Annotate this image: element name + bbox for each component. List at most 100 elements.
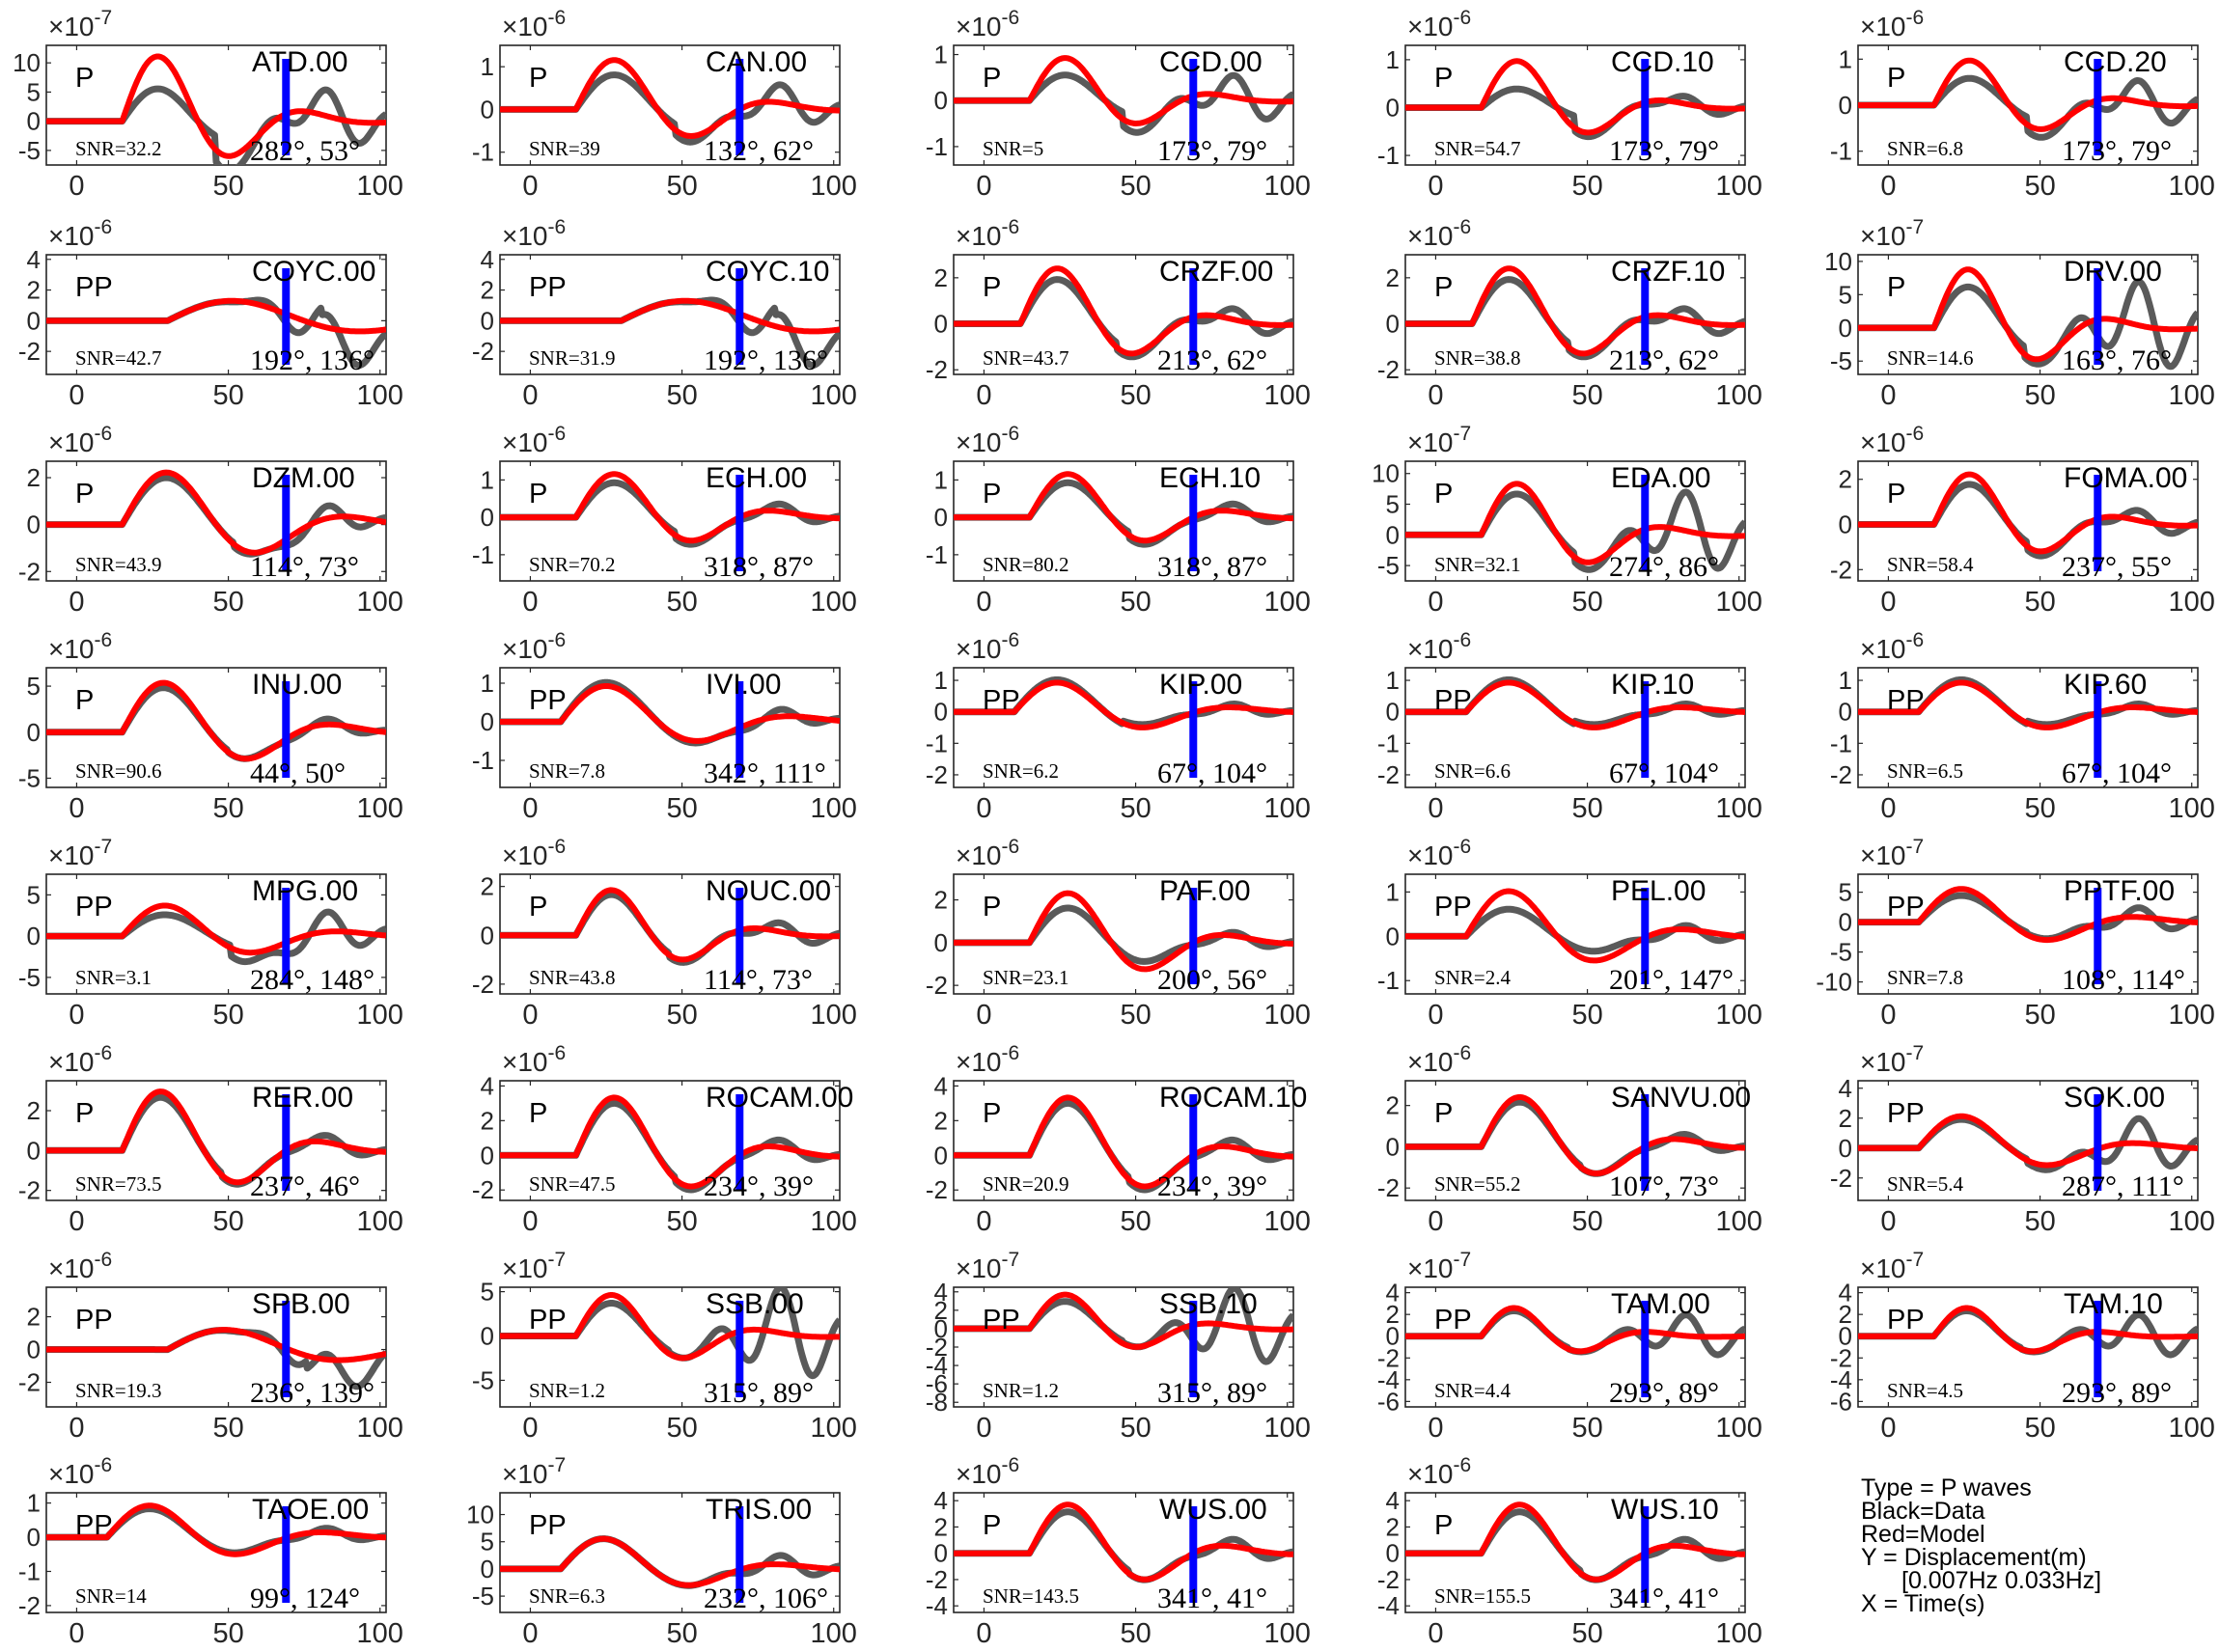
- y-exponent-power: -7: [1906, 216, 1925, 238]
- y-exponent-power: -7: [1906, 1042, 1925, 1064]
- x-tick-label: 100: [1264, 1206, 1311, 1237]
- snr-label: SNR=19.3: [75, 1379, 161, 1402]
- y-tick-label: 4: [481, 245, 494, 274]
- y-tick-label: -2: [1830, 1164, 1852, 1193]
- y-exponent-power: -6: [1002, 836, 1020, 858]
- phase-label: PP: [1887, 1098, 1925, 1129]
- x-tick-label: 0: [69, 1000, 84, 1031]
- legend-y-axis: Y = Displacement(m): [1861, 1544, 2087, 1571]
- y-tick-label: -2: [472, 970, 494, 999]
- waveform-traces: [1858, 1113, 2198, 1173]
- azimuth-distance-label: 132°, 62°: [704, 135, 814, 167]
- x-tick-label: 50: [1571, 1000, 1602, 1031]
- azimuth-distance-label: 282°, 53°: [250, 135, 360, 167]
- y-exponent-label: ×10-7: [1860, 836, 1924, 870]
- x-tick-label: 0: [1428, 1000, 1443, 1031]
- y-tick-label: -10: [1816, 968, 1852, 997]
- x-tick-label: 100: [1716, 1618, 1762, 1649]
- y-exponent-label: ×10-6: [502, 629, 566, 664]
- y-tick-label: 0: [934, 503, 948, 532]
- x-tick-label: 0: [522, 793, 538, 824]
- panel-frame: [499, 460, 841, 582]
- y-tick-label: -2: [926, 760, 948, 789]
- station-label: EDA.00: [1611, 462, 1710, 494]
- y-exponent-label: ×10-6: [956, 423, 1019, 457]
- waveform-panel: 0 50 100 -2 0 2 4 ×10-6 P ROCAM.10 SNR=20.9 234°, 3…: [926, 1042, 1311, 1237]
- x-tick-label: 100: [811, 1000, 857, 1031]
- azimuth-distance-label: 99°, 124°: [250, 1583, 360, 1614]
- y-exponent-power: -6: [1002, 629, 1020, 651]
- y-exponent-label: ×10-6: [956, 7, 1019, 41]
- waveform-panel: 0 50 100 -5 0 5×10-6 P INU.00 SNR=90.6 44°, 50°: [18, 629, 403, 824]
- y-exponent-label: ×10-7: [502, 1454, 566, 1489]
- phase-label: PP: [983, 1305, 1020, 1335]
- y-tick-label: 0: [27, 1136, 41, 1165]
- y-tick-label: 0: [1839, 1322, 1852, 1351]
- model-trace: [954, 55, 1293, 126]
- y-tick-label: 0: [27, 1523, 41, 1552]
- x-tick-label: 0: [1428, 171, 1443, 202]
- y-tick-label: 0: [481, 1322, 494, 1351]
- y-tick-label: -2: [1830, 555, 1852, 584]
- x-tick-label: 100: [357, 1413, 403, 1444]
- y-exponent-power: -6: [95, 629, 113, 651]
- x-tick-label: 100: [811, 171, 857, 202]
- y-tick-label: 2: [934, 886, 948, 915]
- y-exponent-power: -7: [1454, 423, 1472, 445]
- snr-label: SNR=23.1: [983, 966, 1068, 989]
- y-exponent-label: ×10-6: [48, 629, 112, 664]
- station-label: CCD.20: [2064, 46, 2167, 78]
- y-tick-label: 4: [481, 1071, 494, 1100]
- x-tick-label: 50: [666, 171, 697, 202]
- waveform-traces: [46, 53, 386, 165]
- legend-band: [0.007Hz 0.033Hz]: [1901, 1567, 2102, 1594]
- y-exponent-power: -6: [1454, 629, 1472, 651]
- x-tick-label: 0: [1880, 1000, 1896, 1031]
- y-tick-label: 5: [1386, 490, 1400, 519]
- x-tick-label: 50: [666, 587, 697, 618]
- y-tick-label: -8: [926, 1388, 948, 1417]
- x-tick-label: 0: [1880, 1413, 1896, 1444]
- snr-label: SNR=31.9: [529, 346, 615, 370]
- x-tick-label: 0: [69, 380, 84, 411]
- y-exponent-power: -6: [1906, 7, 1925, 29]
- azimuth-distance-label: 200°, 56°: [1157, 964, 1267, 996]
- x-tick-label: 0: [522, 1618, 538, 1649]
- y-tick-label: 4: [934, 1071, 948, 1100]
- station-label: ROCAM.10: [1159, 1082, 1307, 1114]
- station-label: DRV.00: [2064, 256, 2162, 288]
- x-tick-label: 50: [1571, 1413, 1602, 1444]
- x-tick-label: 100: [2169, 380, 2215, 411]
- waveform-traces: [1405, 58, 1745, 141]
- y-exponent-label: ×10-7: [1860, 1042, 1924, 1077]
- y-exponent-label: ×10-6: [1407, 836, 1471, 870]
- azimuth-distance-label: 287°, 111°: [2062, 1170, 2184, 1202]
- legend-type: Type = P waves: [1861, 1474, 2032, 1501]
- waveform-panel: 0 50 100 -2 0 2×10-6 P CRZF.10 SNR=38.8 213°, 62°: [1377, 216, 1762, 411]
- snr-label: SNR=32.1: [1434, 553, 1520, 576]
- x-tick-label: 100: [2169, 1413, 2215, 1444]
- azimuth-distance-label: 236°, 139°: [250, 1377, 375, 1409]
- waveform-traces: [1858, 471, 2198, 560]
- snr-label: SNR=3.1: [75, 966, 152, 989]
- waveform-traces: [46, 1327, 386, 1390]
- azimuth-distance-label: 234°, 39°: [704, 1170, 814, 1202]
- y-tick-label: 0: [934, 928, 948, 957]
- y-tick-label: 0: [1839, 314, 1852, 343]
- x-tick-label: 50: [212, 1413, 243, 1444]
- y-exponent-power: -6: [95, 1249, 113, 1271]
- y-tick-label: 2: [934, 1106, 948, 1135]
- x-tick-label: 100: [2169, 1206, 2215, 1237]
- y-tick-label: 0: [481, 1141, 494, 1170]
- waveform-traces: [500, 471, 840, 548]
- waveform-traces: [1405, 1305, 1745, 1359]
- azimuth-distance-label: 237°, 46°: [250, 1170, 360, 1202]
- y-tick-label: -5: [472, 1582, 494, 1611]
- phase-label: P: [983, 1510, 1001, 1541]
- station-label: CCD.00: [1159, 46, 1263, 78]
- legend-model: Red=Model: [1861, 1521, 1985, 1548]
- x-tick-label: 0: [522, 171, 538, 202]
- station-label: PEL.00: [1611, 875, 1706, 907]
